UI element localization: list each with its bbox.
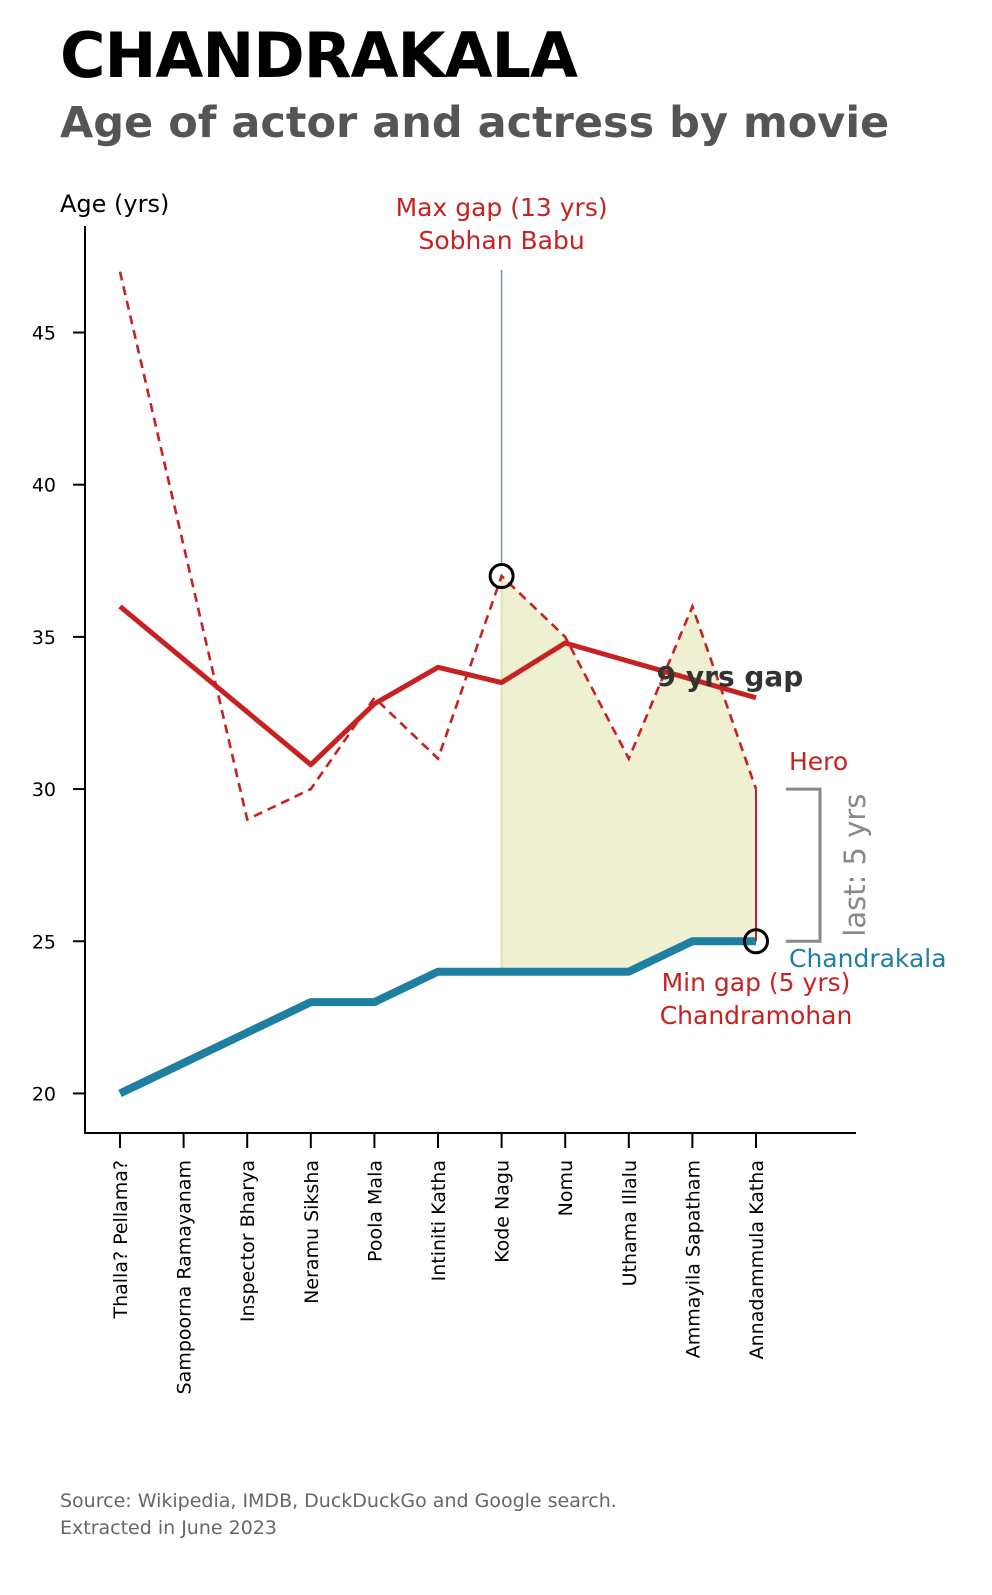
- source-note: Source: Wikipedia, IMDB, DuckDuckGo and …: [60, 1488, 617, 1542]
- age-gap-chart: Age (yrs) 20 25 30 35 40 45 Thalla? Pellama? Sam…: [32, 190, 947, 1394]
- x-tick-label-5: Intiniti Katha: [428, 1160, 450, 1281]
- x-tick-label-10: Annadammula Katha: [746, 1160, 768, 1359]
- axes-layer: Age (yrs) 20 25 30 35 40 45 Thalla? Pellama? Sam…: [32, 190, 856, 1394]
- chart-subtitle: Age of actor and actress by movie: [60, 98, 890, 148]
- y-tick-label-30: 30: [32, 779, 56, 801]
- last-gap-bracket: [786, 787, 822, 943]
- gap-fill-area: [501, 576, 756, 972]
- avg-gap-label: 9 yrs gap: [657, 660, 804, 693]
- source-line-1: Source: Wikipedia, IMDB, DuckDuckGo and …: [60, 1490, 617, 1512]
- series-layer: [118, 271, 758, 1098]
- actress-age-line: [118, 937, 756, 1098]
- x-tick-label-6: Kode Nagu: [492, 1160, 514, 1263]
- x-tick-label-2: Inspector Bharya: [237, 1160, 259, 1322]
- x-tick-label-1: Sampoorna Ramayanam: [174, 1160, 196, 1394]
- actress-series-label: Chandrakala: [789, 944, 947, 973]
- annotation-layer: Max gap (13 yrs) Sobhan Babu Min gap (5 yr…: [396, 193, 947, 1030]
- max-gap-actor: Sobhan Babu: [419, 226, 585, 255]
- y-tick-label-35: 35: [32, 627, 56, 649]
- x-tick-label-7: Nomu: [555, 1160, 577, 1216]
- y-tick-label-20: 20: [32, 1083, 56, 1105]
- y-axis-label: Age (yrs): [60, 190, 169, 218]
- hero-series-label: Hero: [789, 747, 848, 776]
- hero-trend-line: [118, 604, 757, 768]
- source-line-2: Extracted in June 2023: [60, 1517, 277, 1539]
- x-tick-label-0: Thalla? Pellama?: [110, 1160, 132, 1320]
- min-gap-label: Min gap (5 yrs): [662, 968, 851, 997]
- min-gap-actor: Chandramohan: [660, 1001, 853, 1030]
- highlight-marker-1: [743, 928, 769, 955]
- chart-title: CHANDRAKALA: [60, 19, 578, 92]
- gap-fill-layer: [500, 576, 756, 972]
- y-tick-label-45: 45: [32, 323, 56, 345]
- x-tick-label-8: Uthama Illalu: [619, 1160, 641, 1286]
- x-tick-label-4: Poola Mala: [364, 1160, 386, 1262]
- last-gap-label: last: 5 yrs: [838, 794, 872, 937]
- y-tick-label-25: 25: [32, 931, 56, 953]
- max-gap-label: Max gap (13 yrs): [396, 193, 608, 222]
- highlight-marker-0: [488, 563, 515, 590]
- y-tick-label-40: 40: [32, 475, 56, 497]
- x-tick-label-3: Neramu Siksha: [301, 1160, 323, 1304]
- x-tick-label-9: Ammayila Sapatham: [682, 1160, 704, 1358]
